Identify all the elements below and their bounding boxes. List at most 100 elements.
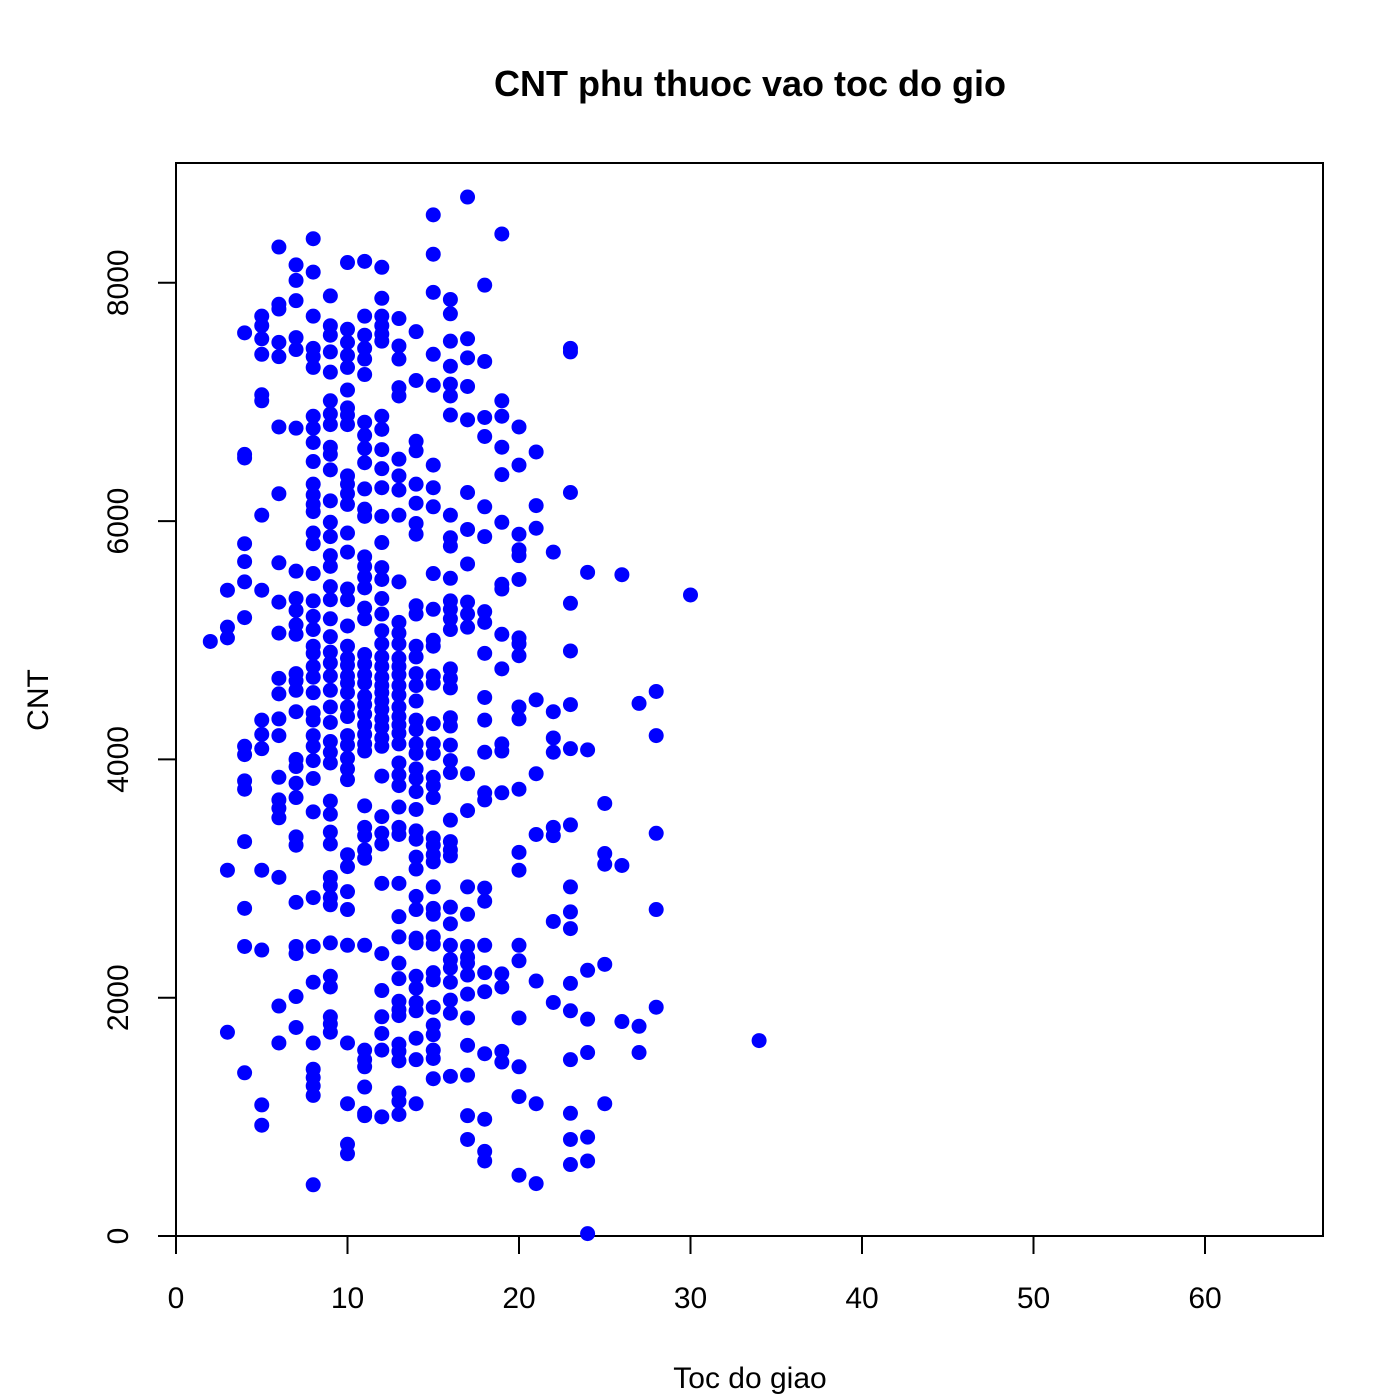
data-point — [340, 750, 355, 766]
data-point — [442, 358, 458, 374]
data-point — [254, 318, 270, 334]
data-point — [322, 806, 338, 822]
data-point — [288, 989, 304, 1005]
data-point — [374, 983, 390, 999]
data-point — [391, 955, 407, 971]
data-point — [545, 913, 561, 929]
data-point — [374, 719, 390, 735]
data-point — [477, 277, 493, 293]
data-point — [357, 611, 373, 627]
data-point — [597, 956, 613, 972]
data-point — [322, 548, 338, 564]
data-point — [460, 412, 476, 428]
data-point — [494, 393, 510, 409]
data-point — [580, 564, 596, 580]
data-point — [322, 897, 338, 913]
y-tick-label: 0 — [102, 1228, 135, 1245]
data-point — [580, 1153, 596, 1169]
data-point — [340, 334, 355, 350]
data-point — [271, 711, 287, 727]
data-point — [391, 929, 407, 945]
data-point — [614, 567, 630, 583]
data-point — [425, 246, 441, 262]
data-point — [305, 536, 321, 552]
data-point — [391, 1008, 407, 1024]
data-point — [254, 712, 270, 728]
data-point — [391, 736, 407, 752]
data-point — [408, 324, 424, 340]
data-point — [374, 623, 390, 639]
data-point — [425, 1027, 441, 1043]
data-point — [288, 1019, 304, 1035]
data-point — [562, 485, 578, 500]
data-point — [477, 689, 493, 705]
data-point — [425, 745, 441, 761]
data-point — [442, 538, 458, 554]
data-point — [477, 984, 493, 1000]
data-point — [460, 350, 476, 366]
data-point — [391, 1106, 407, 1122]
data-point — [305, 608, 321, 624]
data-point — [340, 486, 355, 502]
data-point — [305, 434, 321, 450]
data-point — [340, 525, 355, 541]
data-point — [477, 1111, 493, 1127]
data-point — [494, 226, 510, 242]
data-point — [408, 1096, 424, 1112]
data-point — [460, 955, 476, 971]
data-point — [340, 709, 355, 725]
data-point — [391, 667, 407, 683]
data-point — [442, 899, 458, 915]
data-point — [391, 1053, 407, 1069]
data-point — [322, 793, 338, 809]
data-point — [254, 1097, 270, 1113]
data-point — [562, 921, 578, 937]
data-point — [357, 414, 373, 430]
data-point — [391, 778, 407, 794]
data-point — [237, 610, 253, 626]
data-point — [511, 711, 527, 727]
data-point — [271, 486, 287, 502]
data-point — [305, 804, 321, 820]
data-point — [322, 644, 338, 660]
data-point — [322, 364, 338, 380]
data-point — [648, 683, 664, 699]
data-point — [340, 847, 355, 863]
data-point — [631, 1018, 647, 1034]
data-point — [357, 440, 373, 456]
x-tick-label: 50 — [1017, 1282, 1050, 1315]
data-point — [751, 1033, 767, 1049]
data-point — [305, 308, 321, 324]
data-point — [305, 770, 321, 786]
data-point — [237, 554, 253, 570]
data-point — [391, 971, 407, 987]
data-point — [374, 591, 390, 607]
data-point — [425, 778, 441, 794]
data-point — [408, 515, 424, 531]
data-point — [511, 1059, 527, 1075]
data-point — [562, 879, 578, 895]
data-point — [271, 869, 287, 885]
data-point — [305, 658, 321, 674]
data-point — [374, 836, 390, 852]
data-point — [408, 745, 424, 761]
data-point — [374, 408, 390, 424]
data-point — [340, 618, 355, 634]
data-point — [425, 1071, 441, 1087]
data-point — [408, 784, 424, 800]
data-point — [580, 1129, 596, 1145]
data-point — [511, 781, 527, 797]
data-point — [494, 439, 510, 455]
data-point — [442, 507, 458, 523]
data-point — [288, 894, 304, 910]
data-point — [477, 1153, 493, 1169]
data-point — [442, 737, 458, 753]
data-point — [528, 498, 544, 514]
data-point — [545, 828, 561, 844]
data-point — [305, 974, 321, 990]
data-point — [305, 1087, 321, 1103]
data-point — [305, 264, 321, 280]
data-point — [357, 828, 373, 844]
data-point — [305, 1177, 321, 1193]
data-point — [322, 878, 338, 894]
